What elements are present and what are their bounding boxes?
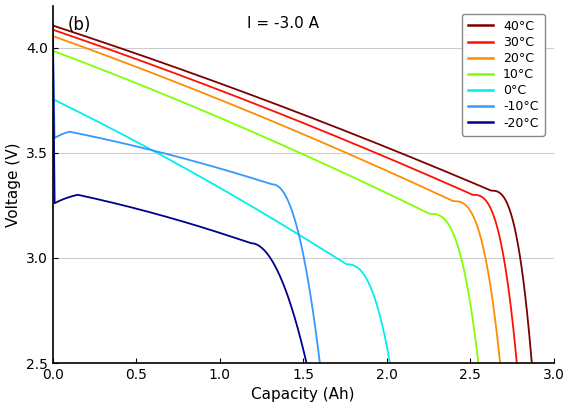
Legend: 40°C, 30°C, 20°C, 10°C, 0°C, -10°C, -20°C: 40°C, 30°C, 20°C, 10°C, 0°C, -10°C, -20°… — [462, 13, 545, 136]
0°C — [254, 207, 261, 212]
20°C — [335, 146, 341, 151]
10°C — [372, 185, 379, 190]
20°C — [77, 44, 84, 49]
30°C — [345, 139, 352, 144]
40°C — [340, 128, 347, 133]
-10°C — [233, 171, 239, 176]
20°C — [321, 141, 328, 146]
-10°C — [157, 150, 164, 155]
0°C — [245, 202, 252, 207]
-20°C — [152, 211, 159, 216]
40°C — [79, 33, 86, 38]
Text: I = -3.0 A: I = -3.0 A — [247, 16, 319, 31]
-20°C — [303, 361, 310, 366]
Line: 20°C: 20°C — [53, 36, 500, 363]
0°C — [70, 107, 77, 112]
Line: -10°C: -10°C — [53, 27, 320, 363]
Line: -20°C: -20°C — [53, 37, 307, 363]
-10°C — [167, 153, 174, 157]
-20°C — [75, 193, 82, 197]
20°C — [50, 33, 56, 38]
Y-axis label: Voltage (V): Voltage (V) — [6, 142, 21, 226]
Line: 0°C: 0°C — [53, 99, 390, 363]
-10°C — [50, 24, 56, 29]
30°C — [514, 361, 520, 366]
10°C — [50, 48, 56, 53]
40°C — [528, 361, 535, 366]
-20°C — [50, 35, 56, 40]
40°C — [355, 133, 361, 138]
-20°C — [252, 242, 259, 246]
10°C — [416, 206, 423, 211]
-20°C — [247, 241, 254, 246]
-10°C — [262, 180, 269, 185]
0°C — [340, 260, 347, 265]
0°C — [50, 97, 56, 102]
Text: (b): (b) — [68, 16, 91, 34]
Line: 40°C: 40°C — [53, 26, 532, 363]
20°C — [309, 136, 316, 141]
10°C — [296, 151, 303, 155]
-10°C — [258, 178, 264, 183]
30°C — [401, 163, 408, 168]
10°C — [308, 155, 315, 160]
10°C — [76, 58, 83, 63]
-10°C — [316, 361, 323, 366]
20°C — [496, 361, 503, 366]
40°C — [413, 157, 420, 162]
30°C — [449, 183, 456, 188]
X-axis label: Capacity (Ah): Capacity (Ah) — [251, 388, 355, 402]
10°C — [475, 361, 482, 366]
-10°C — [77, 131, 84, 136]
20°C — [389, 171, 396, 175]
-20°C — [161, 214, 168, 219]
30°C — [331, 133, 338, 138]
10°C — [320, 161, 327, 166]
0°C — [305, 238, 312, 243]
-20°C — [223, 233, 230, 238]
40°C — [50, 23, 56, 28]
20°C — [434, 192, 441, 197]
30°C — [50, 27, 56, 32]
30°C — [78, 37, 85, 42]
0°C — [264, 213, 271, 218]
30°C — [319, 128, 325, 133]
0°C — [386, 361, 393, 366]
40°C — [328, 123, 335, 128]
40°C — [462, 177, 469, 182]
Line: 30°C: 30°C — [53, 30, 517, 363]
Line: 10°C: 10°C — [53, 51, 478, 363]
